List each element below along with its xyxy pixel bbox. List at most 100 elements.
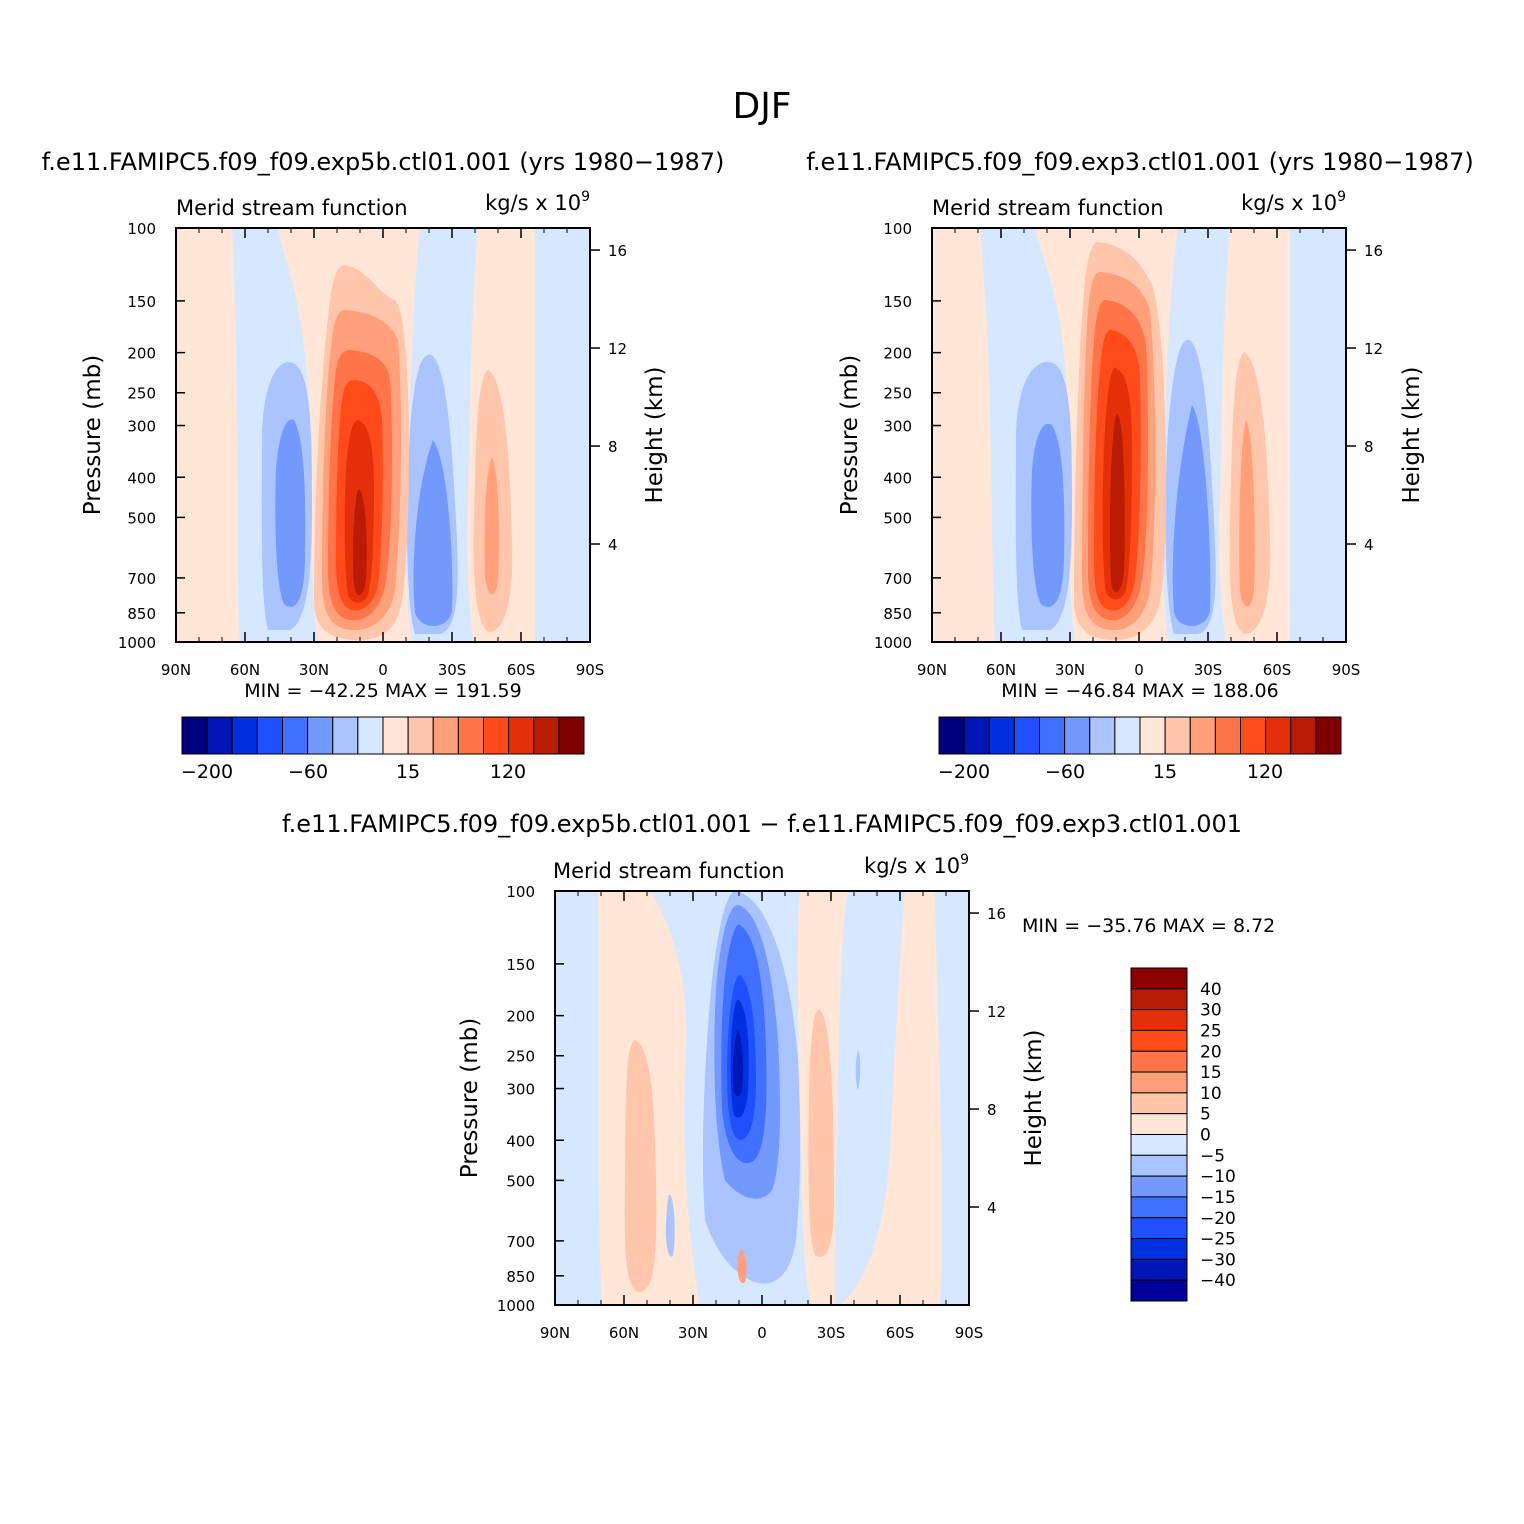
colorbar-box [1315,716,1342,755]
colorbar-box [1130,1029,1188,1052]
colorbar-box [1039,716,1066,755]
units-label: kg/s x 109 [864,852,969,878]
colorbar-label: −10 [1200,1167,1236,1187]
y-ticks: 100 150 200 250 300 400 500 700 850 1000 [497,883,564,1315]
panel-difference: f.e11.FAMIPC5.f09_f09.exp5b.ctl01.001 − … [282,810,1275,1342]
y2-tick-label: 4 [1364,536,1374,554]
colorbar-label: 15 [1200,1063,1222,1083]
y-tick-label: 300 [127,418,156,436]
x-tick-label: 90S [955,1324,984,1342]
contour-fill [1290,228,1346,642]
contour-fill [535,228,590,642]
y2-axis-label: Height (km) [1399,366,1425,503]
x-tick-label: 90S [576,661,605,679]
y-tick-label: 150 [883,293,912,311]
y-tick-label: 1000 [497,1297,535,1315]
y2-tick-label: 12 [987,1003,1006,1021]
contour-fill [555,891,602,1305]
colorbar-label: −60 [1045,761,1085,783]
colorbar-label: 30 [1200,1001,1222,1021]
y2-tick-label: 16 [987,905,1006,923]
y-tick-label: 100 [506,883,535,901]
x-tick-label: 90N [917,661,947,679]
colorbar-box [508,716,535,755]
x-tick-label: 60N [609,1324,639,1342]
colorbar-box [1130,1050,1188,1073]
x-tick-label: 60N [986,661,1016,679]
colorbar-box [1130,1175,1188,1198]
y-ticks: 100 150 200 250 300 400 500 700 850 1000 [874,220,941,652]
x-tick-label: 30N [1055,661,1085,679]
x-tick-label: 0 [378,661,388,679]
colorbar-box [1290,716,1317,755]
colorbar-label: 15 [1153,761,1177,783]
y-tick-label: 500 [127,509,156,527]
y-tick-label: 250 [127,385,156,403]
colorbar-label: −40 [1200,1271,1236,1291]
x-tick-label: 30S [1194,661,1223,679]
left-title: Merid stream function [932,196,1164,220]
colorbar-box [1130,1134,1188,1156]
contour-fill [737,1249,747,1284]
colorbar-box [1139,716,1166,755]
units-label: kg/s x 109 [485,189,590,215]
colorbar-box [1164,716,1191,755]
colorbar-label: −20 [1200,1209,1236,1229]
colorbar-box [181,716,208,755]
colorbar-label: −30 [1200,1250,1236,1270]
colorbar-labels: −200 −60 15 120 [938,761,1283,783]
colorbar-box [1130,1258,1188,1281]
y2-ticks: 16 12 8 4 [969,905,1006,1217]
colorbar-label: −200 [181,761,233,783]
panel-top-right: f.e11.FAMIPC5.f09_f09.exp3.ctl01.001 (yr… [806,148,1474,783]
colorbar-box [533,716,560,755]
colorbar-label: −200 [938,761,990,783]
contour-fill [855,1050,861,1090]
colorbar-label: 120 [490,761,526,783]
colorbar-box [1130,1279,1188,1302]
y-axis-label: Pressure (mb) [457,1018,483,1178]
min-max-stats: MIN = −35.76 MAX = 8.72 [1022,915,1275,937]
colorbar-box [382,716,409,755]
x-ticks: 90N 60N 30N 0 30S 60S 90S [161,228,604,679]
colorbar-box [1130,1217,1188,1240]
x-tick-label: 30N [299,661,329,679]
colorbar-label: −60 [288,761,328,783]
case-title: f.e11.FAMIPC5.f09_f09.exp5b.ctl01.001 (y… [42,148,725,176]
left-title: Merid stream function [176,196,408,220]
colorbar-labels: −200 −60 15 120 [181,761,526,783]
y-tick-label: 200 [883,345,912,363]
y-tick-label: 1000 [874,634,912,652]
colorbar-box [432,716,459,755]
plot-area [555,891,969,1305]
colorbar-box [256,716,283,755]
colorbar-box [1130,967,1188,990]
colorbar-box [938,716,965,755]
y2-axis-label: Height (km) [1021,1029,1047,1166]
colorbar-box [1130,988,1188,1011]
contour-fill [935,891,969,1305]
y-tick-label: 100 [127,220,156,238]
colorbar-box [1130,1092,1188,1115]
colorbar-label: −25 [1200,1230,1236,1250]
y-tick-label: 150 [506,956,535,974]
colorbar-box [206,716,233,755]
x-tick-label: 30N [678,1324,708,1342]
y-tick-label: 850 [127,605,156,623]
y-tick-label: 850 [506,1268,535,1286]
y-tick-label: 400 [127,469,156,487]
x-tick-label: 90S [1332,661,1361,679]
colorbar-box [1265,716,1292,755]
case-title: f.e11.FAMIPC5.f09_f09.exp3.ctl01.001 (yr… [806,148,1474,176]
y-tick-label: 700 [883,570,912,588]
colorbar-box [282,716,309,755]
colorbar-label: −15 [1200,1188,1236,1208]
colorbar-label: 5 [1200,1105,1211,1125]
case-title: f.e11.FAMIPC5.f09_f09.exp5b.ctl01.001 − … [282,810,1242,838]
y-ticks: 100 150 200 250 300 400 500 700 850 1000 [118,220,185,652]
y-tick-label: 1000 [118,634,156,652]
y-axis-label: Pressure (mb) [80,355,106,515]
y2-axis-label: Height (km) [642,366,668,503]
y2-tick-label: 16 [1364,242,1383,260]
